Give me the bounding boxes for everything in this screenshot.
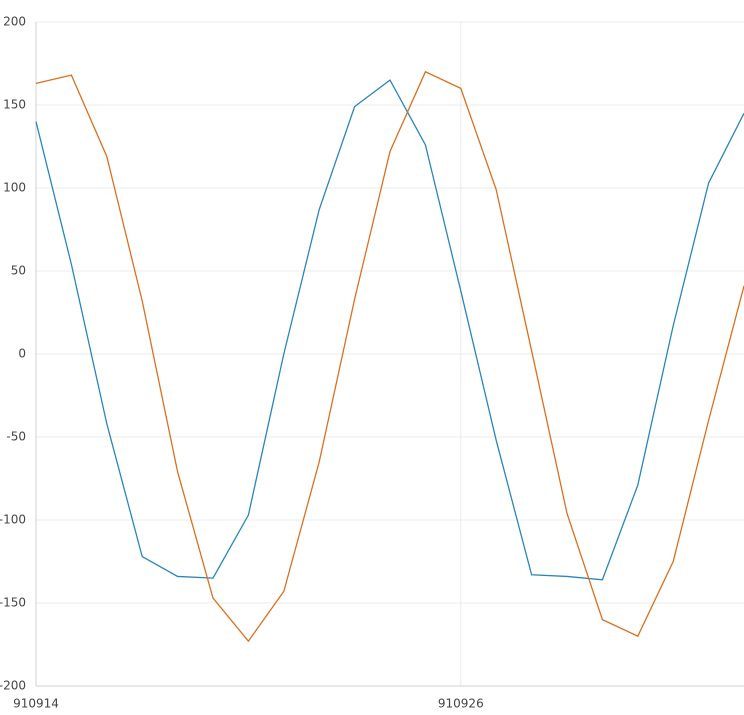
y-tick-label: 0 [18,347,26,361]
y-tick-label: -100 [0,513,26,527]
x-tick-label: 910926 [438,697,484,711]
y-tick-label: 100 [3,181,26,195]
y-tick-label: -150 [0,596,26,610]
y-tick-label: 50 [11,264,26,278]
x-tick-label: 910914 [13,697,59,711]
y-tick-label: -50 [6,430,26,444]
line-series [35,79,744,581]
y-tick-label: 200 [3,15,26,29]
line-series [35,70,744,643]
y-tick-label: -200 [0,679,26,693]
y-tick-label: 150 [3,98,26,112]
